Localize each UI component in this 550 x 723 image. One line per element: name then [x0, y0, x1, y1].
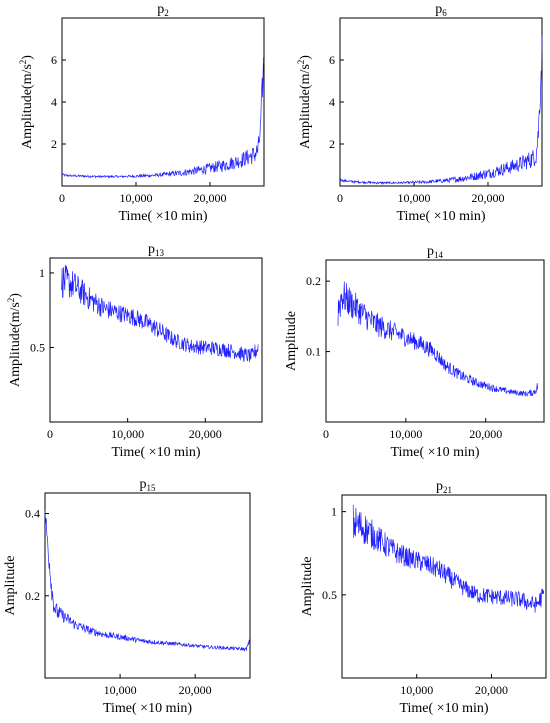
x-tick-label: 20,000: [179, 683, 212, 697]
y-tick-label: 2: [51, 137, 57, 151]
series-line-1: [61, 57, 265, 179]
chart-title: p21: [436, 479, 452, 495]
chart-5: 10,000 20,000 0.2 0.4 p15 Time( ×10 min) Ampli…: [3, 477, 251, 716]
y-tick-label: 4: [329, 95, 335, 109]
x-tick-label: 0: [337, 191, 343, 205]
chart-4: 0 10,000 20,000 0.1 0.2 p14 Time( ×10 min) Ampl…: [284, 244, 545, 460]
x-tick-label: 20,000: [471, 191, 504, 205]
x-tick-label: 10,000: [119, 191, 152, 205]
x-axis-label: Time( ×10 min): [390, 445, 479, 460]
y-tick-label: 0.4: [25, 507, 40, 521]
series-line-1: [44, 510, 250, 652]
plot-frame: [325, 259, 545, 423]
x-tick-label: 10,000: [111, 427, 144, 441]
x-axis-label: Time( ×10 min): [111, 445, 200, 460]
x-axis-label: Time( ×10 min): [103, 701, 192, 716]
y-axis-label: Amplitude: [300, 557, 315, 617]
plot-frame: [341, 494, 547, 679]
y-axis-label: Amplitude(m/s2): [296, 55, 313, 149]
chart-3: 0 10,000 20,000 0.5 1 p13 Time( ×10 min) Amplit…: [6, 242, 263, 460]
chart-title: p2: [157, 2, 169, 18]
chart-6: 10,000 20,000 0.5 1 p21 Time( ×10 min) Amplitu…: [300, 479, 547, 716]
y-tick-label: 6: [329, 53, 335, 67]
x-tick-label: 20,000: [193, 191, 226, 205]
x-tick-label: 20,000: [189, 427, 222, 441]
chart-2: 0 10,000 20,000 2 4 6 p6 Time( ×10 min) Amplitud…: [296, 2, 543, 224]
chart-title: p15: [140, 477, 157, 493]
y-tick-label: 1: [331, 505, 337, 519]
y-tick-label: 0.5: [30, 340, 45, 354]
x-tick-label: 20,000: [469, 427, 502, 441]
series-line-1: [352, 504, 545, 613]
x-tick-label: 10,000: [104, 683, 137, 697]
x-tick-label: 10,000: [397, 191, 430, 205]
y-tick-label: 4: [51, 95, 57, 109]
y-axis-label: Amplitude(m/s2): [18, 55, 35, 149]
y-tick-label: 0.1: [306, 345, 321, 359]
x-axis-label: Time( ×10 min): [399, 701, 488, 716]
series-line-1: [339, 35, 543, 185]
plot-frame: [339, 17, 543, 187]
y-tick-label: 1: [39, 266, 45, 280]
y-tick-label: 0.2: [25, 589, 40, 603]
plot-frame: [44, 492, 251, 679]
chart-1: 0 10,000 20,000 2 4 6 p2 Time( ×10 min) Amplitud…: [18, 2, 265, 224]
x-axis-label: Time( ×10 min): [118, 209, 207, 224]
chart-title: p6: [435, 2, 447, 18]
x-axis-label: Time( ×10 min): [396, 209, 485, 224]
series-line-1: [337, 281, 538, 397]
y-tick-label: 0.5: [322, 588, 337, 602]
x-tick-label: 0: [59, 191, 65, 205]
y-axis-label: Amplitude: [3, 556, 18, 616]
y-axis-label: Amplitude(m/s2): [6, 293, 23, 387]
x-tick-label: 0: [47, 427, 53, 441]
x-tick-label: 10,000: [400, 683, 433, 697]
x-tick-label: 0: [323, 427, 329, 441]
y-axis-label: Amplitude: [284, 311, 299, 371]
x-tick-label: 10,000: [389, 427, 422, 441]
chart-title: p14: [427, 244, 444, 260]
series-line-1: [61, 264, 259, 363]
y-tick-label: 2: [329, 137, 335, 151]
x-tick-label: 20,000: [475, 683, 508, 697]
plot-frame: [61, 17, 265, 187]
y-tick-label: 6: [51, 53, 57, 67]
plot-frame: [49, 257, 263, 423]
chart-title: p13: [148, 242, 165, 258]
y-tick-label: 0.2: [306, 274, 321, 288]
